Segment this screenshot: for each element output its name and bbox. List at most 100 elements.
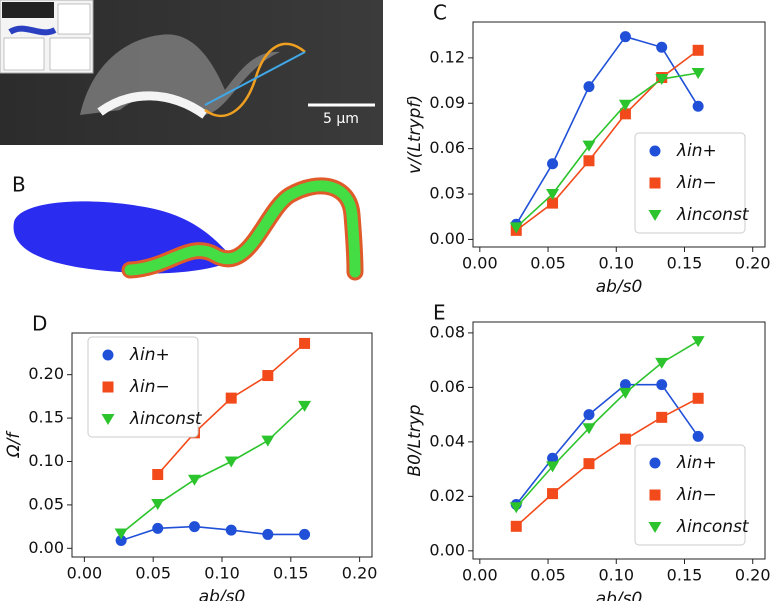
x-tick-label: 0.10 xyxy=(598,566,634,585)
y-tick-label: 0.00 xyxy=(429,229,465,248)
x-axis-label: ab/s0 xyxy=(596,589,643,601)
series-line xyxy=(515,72,699,228)
series-line xyxy=(120,405,306,535)
x-tick-label: 0.15 xyxy=(667,566,703,585)
data-point xyxy=(583,458,595,470)
legend-label: λin+ xyxy=(676,141,717,161)
x-tick-label: 0.05 xyxy=(135,564,171,583)
data-point xyxy=(692,100,704,112)
x-tick-label: 0.05 xyxy=(530,254,566,273)
panel-label: E xyxy=(433,301,446,325)
legend-label: λin+ xyxy=(129,345,170,365)
legend-label: λin− xyxy=(676,485,717,505)
x-tick-label: 0.20 xyxy=(735,566,771,585)
y-tick-label: 0.20 xyxy=(28,364,64,383)
panel-label: C xyxy=(433,1,447,25)
y-axis-label: Ω/f xyxy=(4,430,24,459)
y-tick-label: 0.06 xyxy=(429,377,465,396)
chart: E 0.00 0.05 0.10 0.15 0.20 0.00 0.02 0.04 0.06 0.0… xyxy=(405,301,771,601)
chart: C 0.00 0.05 0.10 0.15 0.20 0.00 0.03 0.06 0.09 0.1… xyxy=(405,1,771,298)
data-point xyxy=(547,197,559,209)
panel-a-image: 5 µm xyxy=(0,0,383,145)
data-point xyxy=(225,392,237,404)
x-tick-label: 0.15 xyxy=(667,254,703,273)
data-point xyxy=(151,499,165,511)
legend-marker xyxy=(648,522,662,533)
data-point xyxy=(187,474,201,486)
data-point xyxy=(692,430,704,442)
data-point xyxy=(547,488,559,500)
data-point xyxy=(656,411,668,423)
data-point xyxy=(583,155,595,167)
y-tick-label: 0.10 xyxy=(28,451,64,470)
legend-marker xyxy=(649,489,661,501)
x-axis-label: ab/s0 xyxy=(596,277,643,297)
legend-marker xyxy=(649,457,661,469)
series-line xyxy=(515,383,699,506)
legend-marker xyxy=(102,381,114,393)
legend-label: λin+ xyxy=(676,453,717,473)
data-point xyxy=(655,357,669,369)
data-point xyxy=(583,81,595,93)
legend-marker xyxy=(102,349,114,361)
data-point xyxy=(262,370,274,382)
y-tick-label: 0.12 xyxy=(429,47,465,66)
x-tick-label: 0.15 xyxy=(273,564,309,583)
series-line xyxy=(515,340,699,508)
data-point xyxy=(262,528,274,540)
data-point xyxy=(261,435,275,447)
data-point xyxy=(510,520,522,532)
legend-label: λinconst xyxy=(129,409,203,429)
x-tick-label: 0.20 xyxy=(735,254,771,273)
x-axis-label: ab/s0 xyxy=(199,587,246,601)
series-line xyxy=(515,49,699,231)
data-point xyxy=(582,423,596,435)
data-point xyxy=(618,387,632,399)
y-tick-label: 0.06 xyxy=(429,138,465,157)
legend-label: λinconst xyxy=(676,205,750,225)
legend-box xyxy=(634,444,746,546)
data-point xyxy=(691,67,705,79)
data-point xyxy=(583,409,595,421)
y-axis-label: v/(Ltrypf) xyxy=(405,95,425,174)
data-point xyxy=(656,41,668,53)
scale-bar-label: 5 µm xyxy=(323,111,359,127)
data-point xyxy=(619,31,631,43)
series-line xyxy=(515,35,699,225)
y-tick-label: 0.02 xyxy=(429,486,465,505)
data-point xyxy=(546,189,560,201)
x-tick-label: 0.05 xyxy=(530,566,566,585)
data-point xyxy=(692,44,704,56)
data-point xyxy=(655,74,669,86)
data-point xyxy=(547,452,559,464)
x-tick-label: 0.00 xyxy=(67,564,103,583)
plot-frame xyxy=(472,21,766,248)
panel-label: D xyxy=(32,312,47,336)
legend-label: λin− xyxy=(676,173,717,193)
series-line xyxy=(120,525,305,542)
legend-marker xyxy=(101,414,115,425)
data-point xyxy=(115,535,127,547)
y-tick-label: 0.09 xyxy=(429,93,465,112)
chart: D 0.00 0.05 0.10 0.15 0.20 0.00 0.05 0.10 0.15 0.2… xyxy=(4,312,377,601)
legend: λin+ λin− λinconst xyxy=(634,444,750,546)
legend: λin+ λin− λinconst xyxy=(634,132,750,234)
plot-frame xyxy=(472,321,766,560)
data-point xyxy=(299,528,311,540)
data-point xyxy=(691,336,705,348)
x-tick-label: 0.10 xyxy=(204,564,240,583)
data-point xyxy=(299,337,311,349)
y-tick-label: 0.00 xyxy=(429,540,465,559)
data-point xyxy=(656,379,668,391)
data-point xyxy=(547,158,559,170)
data-point xyxy=(225,524,237,536)
data-point xyxy=(152,522,164,534)
data-point xyxy=(114,528,128,540)
panel-b-model: B xyxy=(12,173,364,281)
y-tick-label: 0.15 xyxy=(28,408,64,427)
data-point xyxy=(152,469,164,481)
data-point xyxy=(619,379,631,391)
y-tick-label: 0.00 xyxy=(28,538,64,557)
x-tick-label: 0.00 xyxy=(462,254,498,273)
